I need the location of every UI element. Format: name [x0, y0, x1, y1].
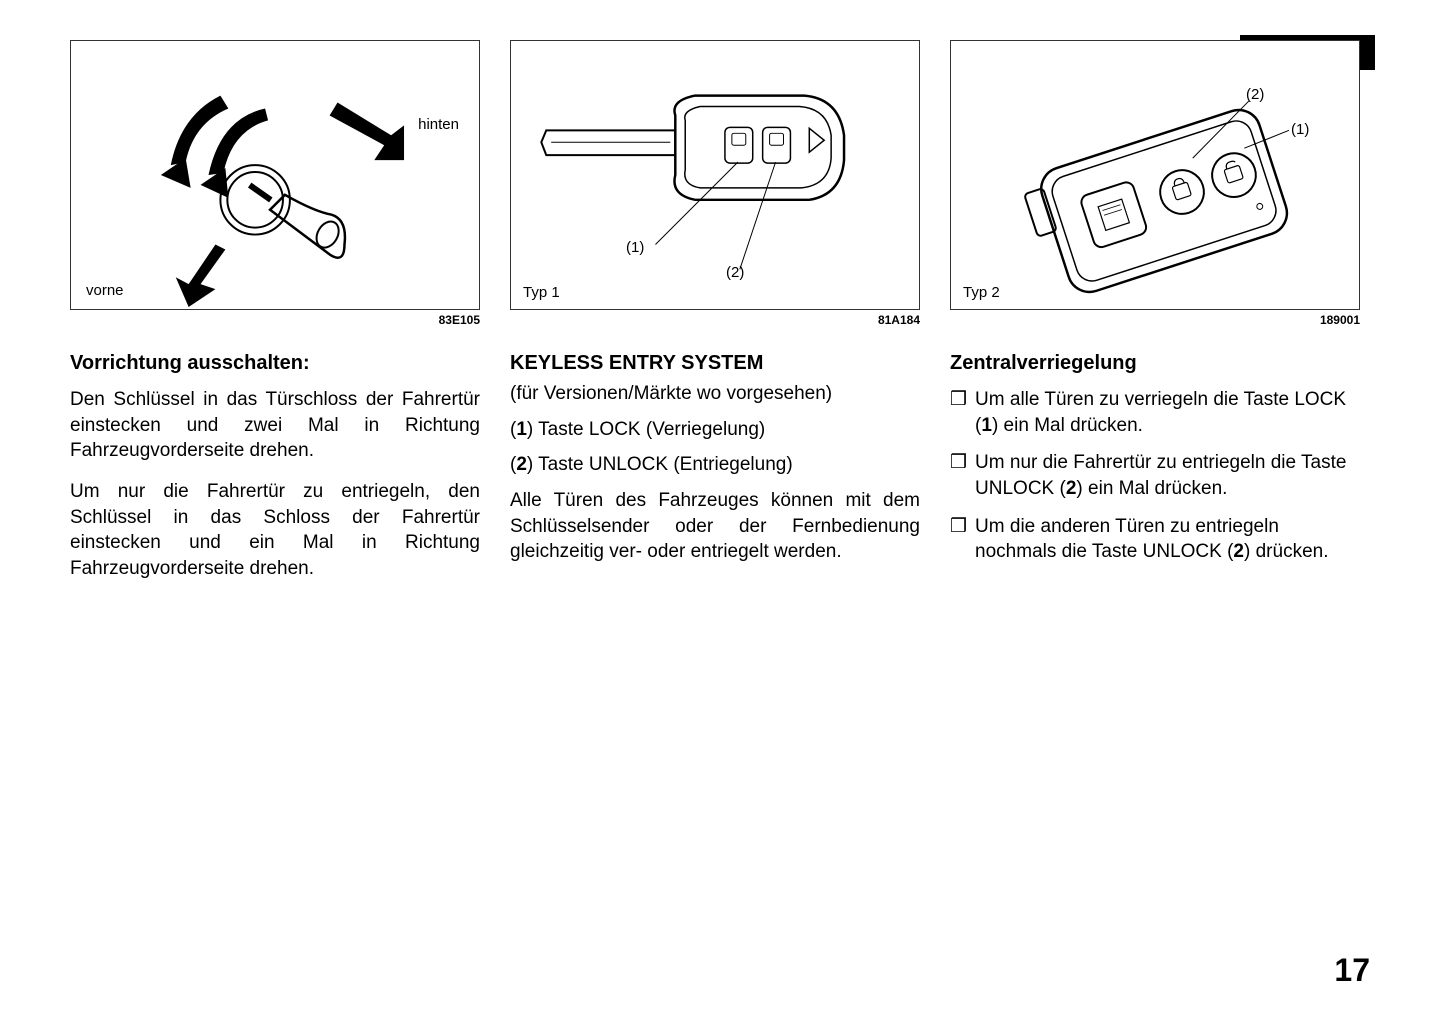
col2-item1: (1) Taste LOCK (Verriegelung) [510, 417, 920, 443]
key-type1-diagram [511, 41, 919, 309]
type-label-2: Typ 2 [963, 284, 1000, 301]
figure-3-code: 189001 [950, 313, 1360, 327]
bullet-2: ❒ Um nur die Fahrertür zu entriegeln die… [950, 450, 1360, 501]
remote-type2-diagram [951, 41, 1359, 309]
col1-p1: Den Schlüssel in das Türschloss der Fahr… [70, 387, 480, 464]
figure-1-box: hinten vorne [70, 40, 480, 310]
type-label-1: Typ 1 [523, 284, 560, 301]
figure-2-box: (1) (2) Typ 1 [510, 40, 920, 310]
column-2: (1) (2) Typ 1 81A184 KEYLESS ENTRY SYSTE… [510, 40, 920, 596]
callout-1b: (1) [1291, 121, 1309, 138]
bullet-marker-icon: ❒ [950, 450, 967, 501]
callout-1: (1) [626, 239, 644, 256]
col2-sub: (für Versionen/Märkte wo vorgesehen) [510, 381, 920, 407]
col3-heading: Zentralverriegelung [950, 352, 1360, 375]
page-number: 17 [1334, 952, 1370, 989]
column-3: (2) (1) Typ 2 189001 Zentralverriegelung… [950, 40, 1360, 596]
figure-2-code: 81A184 [510, 313, 920, 327]
bullet-1: ❒ Um alle Türen zu verriegeln die Taste … [950, 387, 1360, 438]
label-hinten: hinten [418, 116, 459, 133]
key-lock-diagram [71, 41, 479, 309]
callout-2: (2) [726, 264, 744, 281]
col1-heading: Vorrichtung ausschalten: [70, 352, 480, 375]
col2-item2: (2) Taste UNLOCK (Entriegelung) [510, 452, 920, 478]
figure-3-box: (2) (1) Typ 2 [950, 40, 1360, 310]
label-vorne: vorne [86, 282, 124, 299]
column-1: hinten vorne 83E105 Vorrichtung ausschal… [70, 40, 480, 596]
figure-1-code: 83E105 [70, 313, 480, 327]
bullet-marker-icon: ❒ [950, 387, 967, 438]
bullet-marker-icon: ❒ [950, 514, 967, 565]
bullet-3: ❒ Um die anderen Türen zu entriegeln noc… [950, 514, 1360, 565]
col2-heading: KEYLESS ENTRY SYSTEM [510, 352, 920, 375]
content-columns: hinten vorne 83E105 Vorrichtung ausschal… [70, 40, 1375, 596]
col2-p1: Alle Türen des Fahrzeuges können mit dem… [510, 488, 920, 565]
col1-p2: Um nur die Fahrertür zu entriegeln, den … [70, 479, 480, 582]
callout-2b: (2) [1246, 86, 1264, 103]
